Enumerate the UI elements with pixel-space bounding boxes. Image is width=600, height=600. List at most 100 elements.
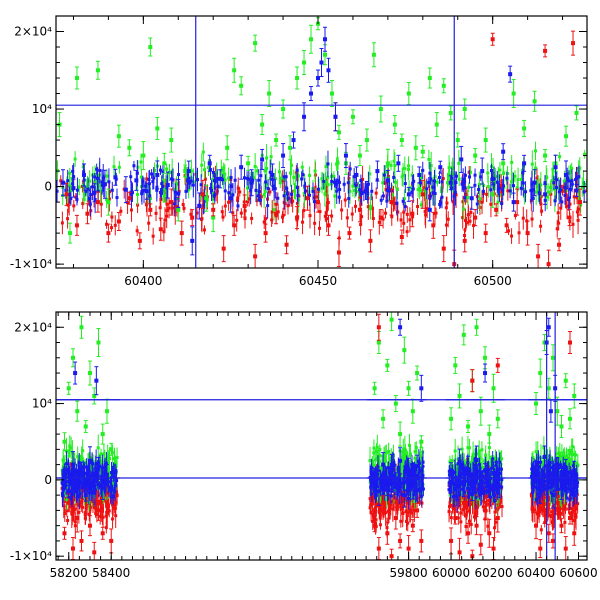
data-point bbox=[295, 76, 300, 81]
measurement-mark bbox=[359, 202, 363, 206]
measurement-mark bbox=[115, 196, 119, 200]
measurement-mark bbox=[107, 509, 111, 513]
measurement-mark bbox=[408, 465, 412, 469]
measurement-mark bbox=[335, 159, 339, 163]
measurement-mark bbox=[500, 202, 504, 206]
data-point bbox=[396, 161, 401, 166]
measurement-mark bbox=[110, 451, 114, 455]
measurement-mark bbox=[359, 223, 363, 227]
data-point bbox=[350, 114, 355, 119]
measurement-mark bbox=[161, 184, 165, 188]
measurement-mark bbox=[530, 217, 534, 221]
measurement-mark bbox=[435, 180, 439, 184]
measurement-mark bbox=[400, 475, 404, 479]
measurement-mark bbox=[165, 186, 169, 190]
measurement-mark bbox=[403, 448, 407, 452]
measurement-mark bbox=[582, 190, 586, 194]
measurement-mark bbox=[94, 499, 98, 503]
measurement-mark bbox=[394, 497, 398, 501]
measurement-mark bbox=[408, 452, 412, 456]
measurement-mark bbox=[326, 176, 330, 180]
measurement-mark bbox=[105, 198, 109, 202]
measurement-mark bbox=[396, 210, 400, 214]
measurement-mark bbox=[399, 519, 403, 523]
measurement-mark bbox=[553, 187, 557, 191]
data-point bbox=[413, 145, 418, 150]
measurement-mark bbox=[85, 501, 89, 505]
measurement-mark bbox=[333, 181, 337, 185]
measurement-mark bbox=[111, 504, 115, 508]
data-point bbox=[515, 200, 520, 205]
measurement-mark bbox=[280, 215, 284, 219]
data-point bbox=[281, 153, 286, 158]
measurement-mark bbox=[332, 174, 336, 178]
measurement-mark bbox=[374, 191, 378, 195]
measurement-mark bbox=[382, 453, 386, 457]
measurement-mark bbox=[540, 209, 544, 213]
measurement-mark bbox=[136, 193, 140, 197]
measurement-mark bbox=[562, 457, 566, 461]
measurement-mark bbox=[454, 181, 458, 185]
data-point bbox=[473, 153, 478, 158]
measurement-mark bbox=[308, 173, 312, 177]
data-point bbox=[274, 211, 279, 216]
measurement-mark bbox=[258, 190, 262, 194]
data-point bbox=[302, 60, 307, 65]
measurement-mark bbox=[386, 174, 390, 178]
measurement-mark bbox=[456, 516, 460, 520]
measurement-mark bbox=[577, 190, 581, 194]
measurement-mark bbox=[239, 211, 243, 215]
measurement-mark bbox=[171, 178, 175, 182]
data-point bbox=[536, 254, 541, 259]
measurement-mark bbox=[368, 172, 372, 176]
measurement-mark bbox=[419, 203, 423, 207]
measurement-mark bbox=[467, 502, 471, 506]
measurement-mark bbox=[464, 514, 468, 518]
data-point bbox=[469, 196, 474, 201]
data-point bbox=[263, 231, 268, 236]
measurement-mark bbox=[264, 180, 268, 184]
measurement-mark bbox=[372, 516, 376, 520]
measurement-mark bbox=[100, 509, 104, 513]
measurement-mark bbox=[433, 179, 437, 183]
data-point bbox=[270, 172, 275, 177]
measurement-mark bbox=[255, 199, 259, 203]
measurement-mark bbox=[337, 236, 341, 240]
measurement-mark bbox=[570, 450, 574, 454]
measurement-mark bbox=[469, 210, 473, 214]
measurement-mark bbox=[317, 189, 321, 193]
measurement-mark bbox=[209, 186, 213, 190]
measurement-mark bbox=[362, 190, 366, 194]
measurement-mark bbox=[519, 177, 523, 181]
measurement-mark bbox=[393, 164, 397, 168]
measurement-mark bbox=[531, 456, 535, 460]
measurement-mark bbox=[98, 514, 102, 518]
data-point bbox=[106, 200, 111, 205]
measurement-mark bbox=[112, 165, 116, 169]
data-point bbox=[67, 231, 72, 236]
measurement-mark bbox=[107, 180, 111, 184]
measurement-mark bbox=[489, 168, 493, 172]
data-point bbox=[183, 169, 188, 174]
measurement-mark bbox=[247, 197, 251, 201]
measurement-mark bbox=[346, 181, 350, 185]
data-point bbox=[81, 172, 86, 177]
data-point bbox=[574, 110, 579, 115]
measurement-mark bbox=[72, 505, 76, 509]
data-point bbox=[420, 149, 425, 154]
measurement-mark bbox=[585, 188, 587, 192]
data-point bbox=[64, 192, 69, 197]
measurement-mark bbox=[254, 188, 258, 192]
data-point bbox=[60, 180, 65, 185]
measurement-mark bbox=[269, 155, 273, 159]
measurement-mark bbox=[68, 171, 72, 175]
measurement-mark bbox=[325, 217, 329, 221]
data-point bbox=[95, 68, 100, 73]
data-point bbox=[74, 76, 79, 81]
measurement-mark bbox=[189, 212, 193, 216]
data-point bbox=[242, 203, 247, 208]
measurement-mark bbox=[554, 186, 558, 190]
measurement-mark bbox=[369, 204, 373, 208]
measurement-mark bbox=[379, 509, 383, 513]
measurement-mark bbox=[444, 206, 448, 210]
